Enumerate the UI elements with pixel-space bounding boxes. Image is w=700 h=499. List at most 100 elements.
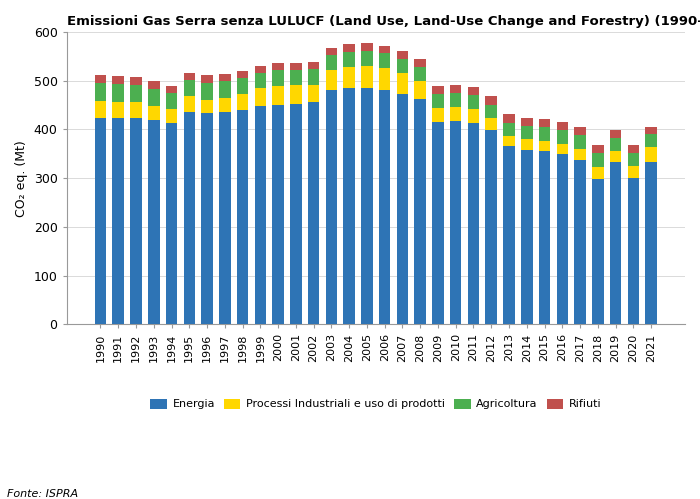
Bar	[645, 162, 657, 324]
Bar	[166, 109, 177, 123]
Bar	[450, 84, 461, 93]
Bar	[645, 127, 657, 134]
Text: Emissioni Gas Serra senza LULUCF (Land Use, Land-Use Change and Forestry) (1990-: Emissioni Gas Serra senza LULUCF (Land U…	[66, 15, 700, 28]
Bar	[290, 63, 302, 70]
Bar	[610, 130, 622, 138]
Bar	[202, 100, 213, 113]
Bar	[521, 139, 533, 150]
Bar	[503, 136, 514, 147]
Bar	[414, 59, 426, 66]
Bar	[432, 94, 444, 108]
Bar	[148, 105, 160, 120]
Bar	[628, 178, 639, 324]
Bar	[592, 153, 603, 167]
Bar	[574, 160, 586, 324]
Bar	[450, 121, 461, 324]
Bar	[202, 83, 213, 100]
Bar	[326, 55, 337, 70]
Bar	[521, 126, 533, 139]
Bar	[202, 113, 213, 324]
Bar	[308, 84, 319, 102]
Bar	[219, 98, 230, 112]
Bar	[94, 83, 106, 101]
Bar	[628, 166, 639, 178]
Bar	[130, 85, 142, 102]
Bar	[308, 69, 319, 84]
Bar	[468, 87, 480, 95]
Bar	[379, 90, 391, 324]
Bar	[628, 153, 639, 166]
Bar	[556, 130, 568, 144]
Bar	[272, 70, 284, 86]
Bar	[237, 110, 248, 324]
Bar	[468, 123, 480, 324]
Bar	[379, 53, 391, 68]
Bar	[414, 99, 426, 324]
Bar	[255, 88, 266, 105]
Bar	[397, 73, 408, 94]
Bar	[468, 95, 480, 109]
Bar	[130, 77, 142, 85]
Bar	[610, 138, 622, 151]
Bar	[574, 149, 586, 160]
Bar	[503, 123, 514, 136]
Bar	[237, 78, 248, 94]
Bar	[344, 66, 355, 88]
Bar	[94, 118, 106, 324]
Y-axis label: CO₂ eq. (Mt): CO₂ eq. (Mt)	[15, 140, 28, 217]
Bar	[539, 119, 550, 127]
Bar	[556, 154, 568, 324]
Bar	[397, 51, 408, 59]
Bar	[148, 81, 160, 89]
Bar	[486, 96, 497, 105]
Bar	[183, 73, 195, 80]
Bar	[290, 70, 302, 85]
Bar	[397, 59, 408, 73]
Bar	[628, 145, 639, 153]
Bar	[361, 65, 372, 88]
Bar	[344, 52, 355, 66]
Bar	[113, 102, 124, 118]
Bar	[308, 102, 319, 324]
Bar	[432, 108, 444, 122]
Bar	[521, 150, 533, 324]
Bar	[574, 135, 586, 149]
Bar	[592, 145, 603, 153]
Bar	[344, 44, 355, 52]
Bar	[539, 151, 550, 324]
Bar	[379, 68, 391, 90]
Bar	[113, 84, 124, 102]
Bar	[361, 88, 372, 324]
Bar	[130, 102, 142, 118]
Bar	[344, 88, 355, 324]
Bar	[486, 130, 497, 324]
Bar	[183, 112, 195, 324]
Bar	[290, 104, 302, 324]
Bar	[290, 85, 302, 104]
Bar	[272, 105, 284, 324]
Bar	[272, 86, 284, 105]
Bar	[148, 89, 160, 105]
Bar	[361, 51, 372, 65]
Bar	[610, 162, 622, 324]
Bar	[486, 105, 497, 118]
Bar	[326, 90, 337, 324]
Bar	[379, 45, 391, 53]
Bar	[503, 114, 514, 123]
Bar	[166, 93, 177, 109]
Bar	[521, 118, 533, 126]
Legend: Energia, Processi Industriali e uso di prodotti, Agricoltura, Rifiuti: Energia, Processi Industriali e uso di p…	[146, 394, 606, 414]
Bar	[183, 80, 195, 96]
Bar	[113, 118, 124, 324]
Bar	[468, 109, 480, 123]
Bar	[414, 66, 426, 81]
Bar	[219, 112, 230, 324]
Bar	[397, 94, 408, 324]
Bar	[237, 94, 248, 110]
Bar	[148, 120, 160, 324]
Bar	[645, 147, 657, 162]
Bar	[308, 62, 319, 69]
Bar	[361, 43, 372, 51]
Bar	[219, 74, 230, 81]
Bar	[113, 76, 124, 84]
